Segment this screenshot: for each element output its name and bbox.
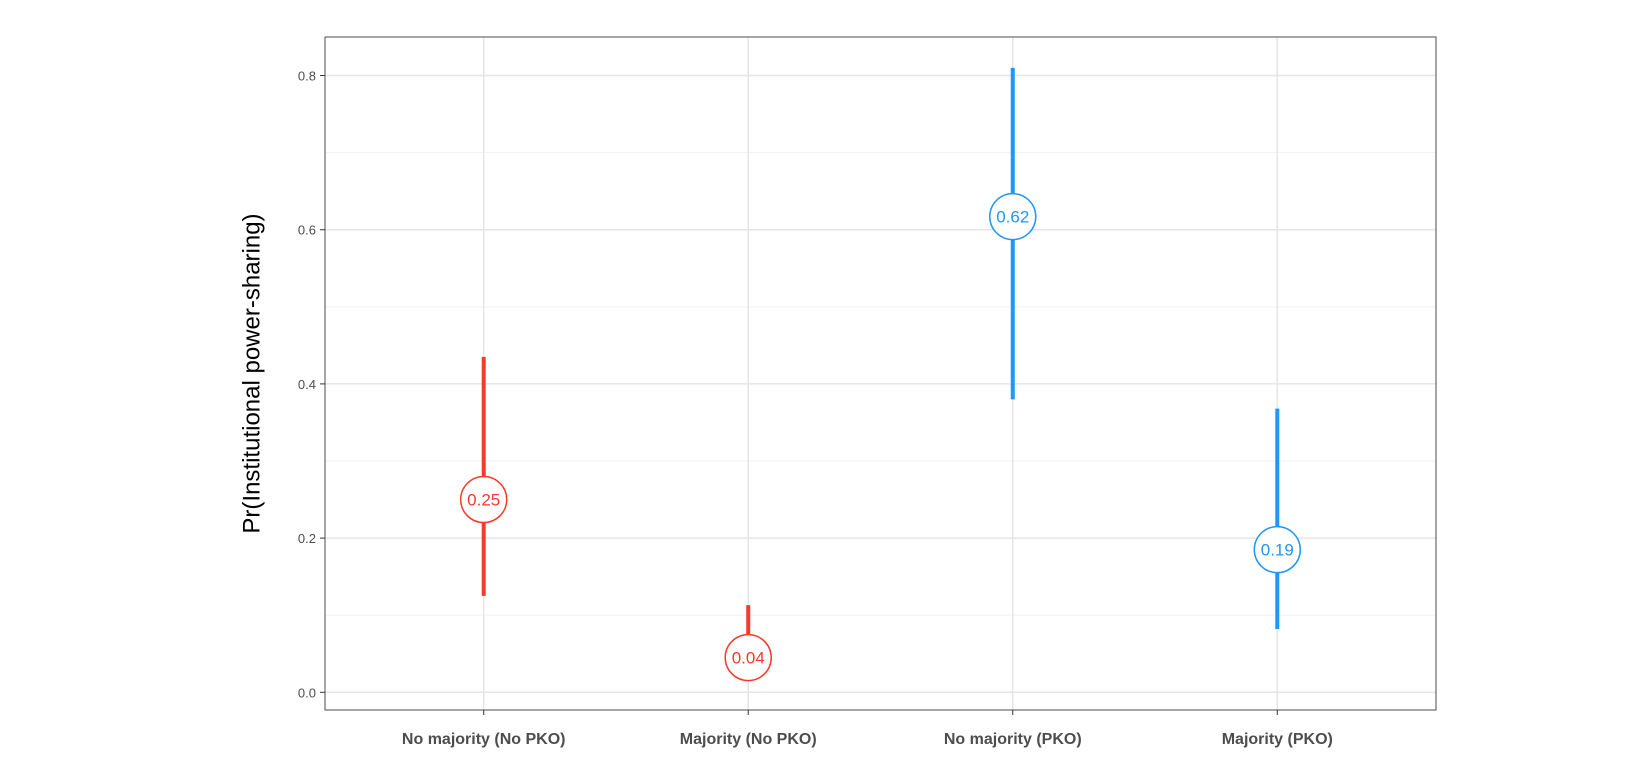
error-bars [481, 67, 1280, 658]
data-label: 0.04 [732, 649, 765, 668]
point-labels: 0.25 0.04 0.62 0.19 [459, 192, 1302, 682]
y-tick-label: 0.8 [298, 69, 316, 84]
data-label: 0.25 [467, 491, 500, 510]
x-tick-label: Majority (No PKO) [680, 731, 817, 748]
plot-panel-border [324, 36, 1437, 711]
grid-lines [325, 37, 1436, 710]
point-marker [724, 633, 772, 682]
axes: 0.0 0.2 0.4 0.6 0.8 No majority (No PKO) Major… [298, 69, 1333, 748]
y-tick-label: 0.6 [298, 223, 316, 238]
y-axis-label: Pr(Institutional power-sharing) [239, 213, 266, 533]
y-tick-label: 0.4 [298, 377, 316, 392]
point-marker [459, 475, 508, 524]
y-tick-label: 0.0 [298, 685, 316, 700]
data-label: 0.19 [1261, 541, 1294, 560]
point-marker [1253, 525, 1302, 574]
x-tick-label: No majority (PKO) [944, 731, 1082, 748]
data-label: 0.62 [996, 208, 1029, 227]
y-tick-label: 0.2 [298, 531, 316, 546]
x-tick-label: Majority (PKO) [1222, 731, 1333, 748]
point-marker [989, 192, 1037, 241]
x-tick-label: No majority (No PKO) [402, 731, 566, 748]
